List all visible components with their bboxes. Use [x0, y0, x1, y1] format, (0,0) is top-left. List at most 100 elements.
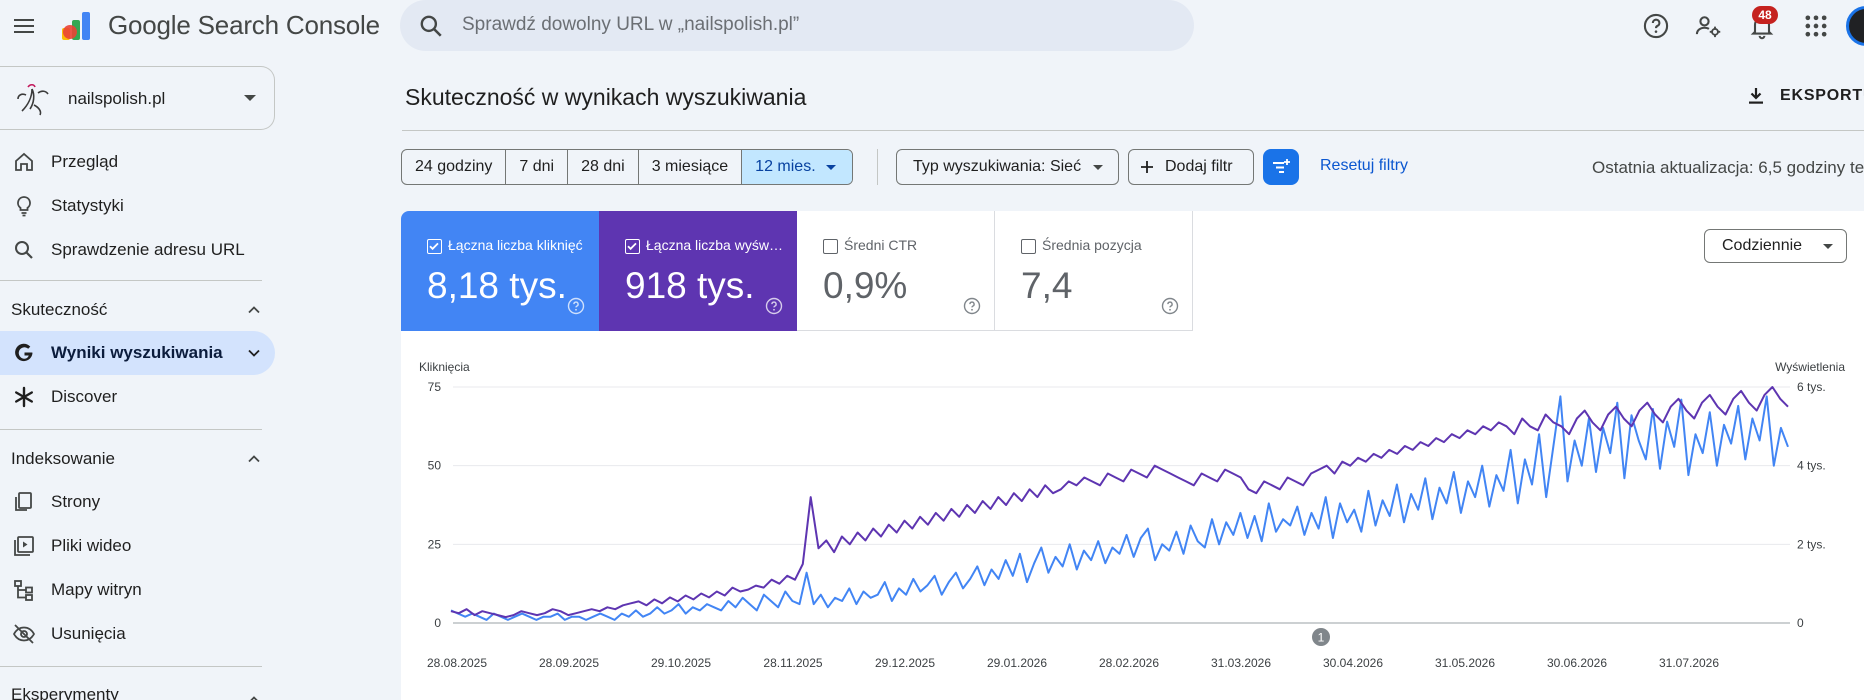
metric-card-impressions[interactable]: Łączna liczba wyświetleń 918 tys.: [599, 211, 797, 331]
help-icon[interactable]: [1161, 297, 1179, 315]
x-tick-label: 29.01.2026: [987, 656, 1047, 670]
chevron-up-icon: [248, 455, 260, 463]
help-icon[interactable]: [963, 297, 981, 315]
sidebar-divider: [0, 429, 262, 430]
url-inspection-search[interactable]: [400, 0, 1194, 51]
search-type-filter[interactable]: Typ wyszukiwania: Sieć: [896, 149, 1119, 185]
property-name: nailspolish.pl: [68, 89, 166, 108]
checkbox-checked-icon[interactable]: [427, 239, 442, 254]
chart-annotation[interactable]: 1: [1312, 628, 1330, 646]
reset-filters-link[interactable]: Resetuj filtry: [1320, 157, 1409, 174]
section-label: Indeksowanie: [11, 449, 115, 468]
metric-value: 8,18 tys.: [427, 265, 567, 306]
x-tick-label: 28.11.2025: [763, 656, 822, 670]
manage-users-icon[interactable]: [1694, 12, 1722, 40]
checkbox-unchecked-icon[interactable]: [1021, 239, 1036, 254]
x-tick-label: 29.12.2025: [875, 656, 935, 670]
sidebar-item-search-results[interactable]: Wyniki wyszukiwania: [0, 331, 275, 375]
performance-chart[interactable]: Kliknięcia Wyświetlenia 75 50 25 0 6 tys. 4 …: [401, 211, 1864, 700]
sidebar-item-label: Statystyki: [51, 196, 124, 215]
x-tick-label: 30.06.2026: [1547, 656, 1607, 670]
help-icon[interactable]: [1642, 12, 1670, 40]
sidebar-item-sitemaps[interactable]: Mapy witryn: [0, 568, 275, 612]
sidebar-item-discover[interactable]: Discover: [0, 375, 275, 419]
left-axis-label: Kliknięcia: [419, 360, 470, 374]
sidebar-item-label: Pliki wideo: [51, 536, 132, 555]
right-tick-label: 4 tys.: [1797, 459, 1826, 473]
sidebar-section-performance[interactable]: Skuteczność: [0, 289, 275, 329]
app-title[interactable]: Google Search Console: [108, 10, 380, 40]
granularity-label: Codziennie: [1722, 237, 1803, 254]
sidebar-item-removals[interactable]: Usunięcia: [0, 612, 275, 656]
caret-down-icon: [1093, 165, 1103, 170]
property-selector[interactable]: nailspolish.pl: [0, 66, 275, 130]
metric-card-position[interactable]: Średnia pozycja 7,4: [995, 211, 1193, 331]
section-label: Skuteczność: [11, 300, 108, 319]
range-12m-button[interactable]: 12 mies.: [742, 150, 852, 184]
search-input[interactable]: [462, 12, 1162, 38]
impressions-series-line: [450, 386, 1789, 619]
sidebar-item-insights[interactable]: Statystyki: [0, 184, 275, 228]
add-filter-button[interactable]: Dodaj filtr: [1128, 149, 1254, 185]
x-tick-label: 30.04.2026: [1323, 656, 1383, 670]
x-tick-label: 28.02.2026: [1099, 656, 1159, 670]
date-range-selector: 24 godziny 7 dni 28 dni 3 miesiące 12 mi…: [401, 149, 853, 185]
menu-icon[interactable]: [12, 14, 36, 38]
metric-value: 7,4: [1021, 265, 1073, 306]
sidebar-item-label: Sprawdzenie adresu URL: [51, 240, 245, 259]
asterisk-icon: [14, 386, 33, 408]
help-icon[interactable]: [765, 297, 783, 315]
right-tick-label: 2 tys.: [1797, 537, 1826, 551]
sidebar-section-experiments[interactable]: Eksperymenty: [0, 674, 275, 700]
sidebar-item-label: Usunięcia: [51, 624, 126, 643]
caret-down-icon: [825, 165, 836, 170]
range-24h-button[interactable]: 24 godziny: [402, 150, 507, 184]
checkbox-checked-icon[interactable]: [625, 239, 640, 254]
metric-card-ctr[interactable]: Średni CTR 0,9%: [797, 211, 995, 331]
sidebar-item-overview[interactable]: Przegląd: [0, 140, 275, 184]
help-icon[interactable]: [567, 297, 585, 315]
pages-icon: [15, 492, 32, 511]
sidebar-section-indexing[interactable]: Indeksowanie: [0, 438, 275, 478]
left-tick-label: 75: [428, 380, 442, 394]
chevron-up-icon: [250, 696, 258, 700]
left-tick-label: 0: [434, 616, 441, 630]
chevron-down-icon: [244, 95, 256, 101]
home-icon: [15, 152, 33, 171]
section-label: Eksperymenty: [11, 685, 119, 700]
metric-value: 918 tys.: [625, 265, 755, 306]
sidebar-item-url-inspection[interactable]: Sprawdzenie adresu URL: [0, 228, 275, 272]
search-icon: [420, 15, 442, 37]
account-avatar[interactable]: [1846, 6, 1864, 46]
page-title: Skuteczność w wynikach wyszukiwania: [405, 84, 807, 110]
sidebar-item-label: Discover: [51, 387, 118, 406]
right-tick-label: 0: [1797, 616, 1804, 630]
google-g-icon: [15, 343, 33, 362]
performance-card: Łączna liczba kliknięć 8,18 tys. Łączna …: [401, 211, 1864, 700]
search-console-logo-icon: [62, 12, 90, 40]
x-tick-label: 31.03.2026: [1211, 656, 1271, 670]
range-3m-button[interactable]: 3 miesiące: [639, 150, 743, 184]
checkbox-unchecked-icon[interactable]: [823, 239, 838, 254]
chevron-down-icon[interactable]: [246, 345, 262, 361]
metric-card-clicks[interactable]: Łączna liczba kliknięć 8,18 tys.: [401, 211, 599, 331]
notifications-badge: 48: [1752, 6, 1778, 24]
plus-icon: [1141, 161, 1153, 173]
sidebar-divider: [0, 666, 262, 667]
sidebar-item-videos[interactable]: Pliki wideo: [0, 524, 275, 568]
range-7d-button[interactable]: 7 dni: [506, 150, 569, 184]
filter-list-icon: [1273, 159, 1290, 173]
range-28d-button[interactable]: 28 dni: [568, 150, 639, 184]
filter-settings-button[interactable]: [1263, 149, 1299, 185]
sidebar-item-pages[interactable]: Strony: [0, 480, 275, 524]
x-tick-label: 28.08.2025: [427, 656, 487, 670]
apps-grid-icon[interactable]: [1802, 12, 1830, 40]
toolbar-separator: [877, 149, 878, 185]
add-filter-label: Dodaj filtr: [1165, 158, 1233, 175]
x-tick-label: 29.10.2025: [651, 656, 711, 670]
granularity-dropdown[interactable]: Codziennie: [1704, 229, 1847, 263]
metric-value: 0,9%: [823, 265, 908, 306]
sitemap-icon: [14, 580, 33, 601]
left-tick-label: 50: [428, 459, 442, 473]
x-tick-label: 31.05.2026: [1435, 656, 1495, 670]
